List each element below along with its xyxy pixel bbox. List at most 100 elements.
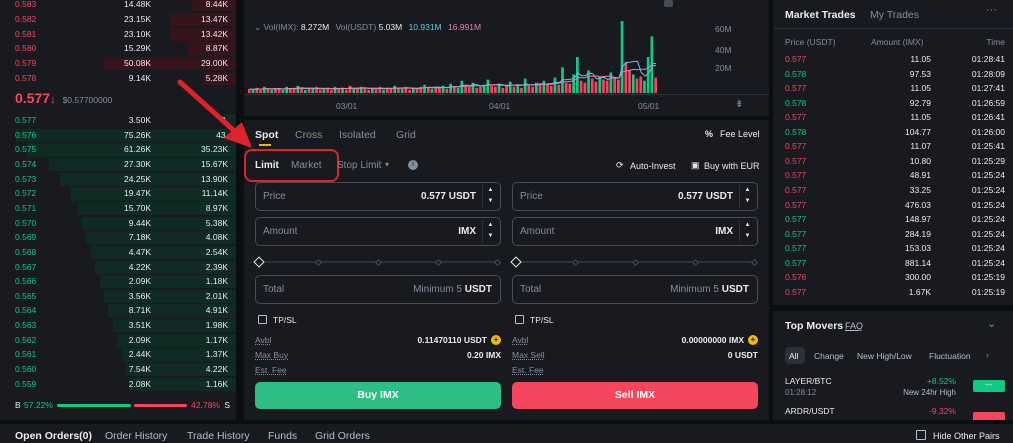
buy-fee-label[interactable]: Est. Fee (255, 365, 287, 375)
bid-row[interactable]: 0.563 3.51K 1.98K (0, 319, 236, 333)
sell-price-value[interactable]: 0.577 USDT (677, 191, 733, 202)
tab-order-history[interactable]: Order History (105, 430, 168, 442)
stepper-down-icon[interactable]: ▼ (487, 198, 494, 204)
tab-market-trades[interactable]: Market Trades (785, 9, 856, 21)
buy-button[interactable]: Buy IMX (255, 382, 501, 409)
ask-row[interactable]: 0.581 23.10K 13.42K (0, 27, 236, 41)
sell-price-stepper[interactable]: ▲ ▼ (739, 185, 755, 208)
auto-invest-link[interactable]: Auto-Invest (630, 161, 676, 171)
buy-price-field[interactable]: Price 0.577 USDT ▲ ▼ (255, 182, 501, 211)
bid-row[interactable]: 0.568 4.47K 2.54K (0, 245, 236, 260)
bid-row[interactable]: 0.575 61.26K 35.23K (0, 143, 236, 157)
slider-handle[interactable] (510, 256, 522, 268)
bid-row[interactable]: 0.565 3.56K 2.01K (0, 289, 236, 304)
sell-price-field[interactable]: Price 0.577 USDT ▲ ▼ (512, 182, 758, 211)
info-icon[interactable]: i (408, 160, 418, 170)
sell-fee-label[interactable]: Est. Fee (512, 365, 544, 375)
add-funds-icon[interactable]: + (491, 335, 501, 345)
mover-item[interactable]: LAYER/BTC 01:28:12 +8.52% New 24hr High … (785, 375, 1005, 399)
auto-invest-icon[interactable]: ⟳ (616, 160, 624, 170)
order-type-market[interactable]: Market (291, 160, 322, 171)
stepper-up-icon[interactable]: ▲ (744, 222, 751, 228)
chevron-right-icon[interactable]: › (986, 350, 989, 360)
bid-row[interactable]: 0.566 2.09K 1.18K (0, 275, 236, 289)
ask-row[interactable]: 0.580 15.29K 8.87K (0, 42, 236, 56)
sell-amount-slider[interactable] (510, 256, 759, 268)
tab-grid-orders[interactable]: Grid Orders (315, 430, 370, 442)
sell-amount-field[interactable]: Amount IMX ▲ ▼ (512, 217, 758, 246)
buy-amount-slider[interactable] (253, 256, 502, 268)
bid-row[interactable]: 0.574 27.30K 15.67K (0, 157, 236, 172)
fee-level-icon[interactable]: % (705, 129, 714, 139)
bid-row[interactable]: 0.561 2.44K 1.37K (0, 348, 236, 362)
buy-price-stepper[interactable]: ▲ ▼ (482, 185, 498, 208)
tab-open-orders[interactable]: Open Orders(0) (15, 430, 93, 442)
tab-spot[interactable]: Spot (255, 129, 279, 141)
buy-amount-field[interactable]: Amount IMX ▲ ▼ (255, 217, 501, 246)
bid-row[interactable]: 0.562 2.09K 1.17K (0, 333, 236, 348)
bid-row[interactable]: 0.569 7.18K 4.08K (0, 231, 236, 245)
hide-other-pairs-checkbox[interactable] (916, 430, 926, 440)
filter-new-high-low[interactable]: New High/Low (857, 351, 912, 361)
slider-step[interactable] (493, 258, 502, 267)
bid-row[interactable]: 0.564 8.71K 4.91K (0, 304, 236, 318)
chart-settings-icon[interactable] (664, 0, 673, 7)
filter-all[interactable]: All (785, 347, 805, 364)
add-funds-icon[interactable]: + (748, 335, 758, 345)
ask-row[interactable]: 0.583 14.48K 8.44K (0, 0, 236, 12)
stepper-down-icon[interactable]: ▼ (744, 233, 751, 239)
faq-link[interactable]: FAQ (845, 321, 864, 331)
tab-isolated[interactable]: Isolated (339, 129, 376, 141)
buy-tpsl-checkbox[interactable] (258, 315, 267, 324)
sell-tpsl-checkbox[interactable] (515, 315, 524, 324)
slider-step[interactable] (750, 258, 759, 267)
tab-cross[interactable]: Cross (295, 129, 323, 141)
ask-row[interactable]: 0.582 23.15K 13.47K (0, 12, 236, 27)
tab-grid[interactable]: Grid (396, 129, 416, 141)
stepper-down-icon[interactable]: ▼ (744, 198, 751, 204)
fit-screen-icon[interactable]: ⇟ (735, 99, 744, 110)
buy-price-value[interactable]: 0.577 USDT (420, 191, 476, 202)
bid-row[interactable]: 0.576 75.26K 43. (0, 128, 236, 142)
filter-change[interactable]: Change (814, 351, 844, 361)
ask-row[interactable]: 0.578 9.14K 5.28K (0, 72, 236, 86)
stepper-down-icon[interactable]: ▼ (487, 233, 494, 239)
buy-amount-stepper[interactable]: ▲ ▼ (482, 220, 498, 243)
mover-trend-icon: --- (973, 380, 1005, 392)
ask-row[interactable]: 0.579 50.08K 29.00K (0, 57, 236, 71)
chevron-down-icon[interactable]: ▾ (385, 160, 390, 169)
buy-total-field[interactable]: Total Minimum 5 USDT (255, 275, 501, 304)
sell-button[interactable]: Sell IMX (512, 382, 758, 409)
slider-handle[interactable] (253, 256, 265, 268)
bid-row[interactable]: 0.567 4.22K 2.39K (0, 260, 236, 274)
order-type-limit[interactable]: Limit (255, 160, 279, 171)
ask-price: 0.578 (15, 73, 37, 83)
bid-row[interactable]: 0.560 7.54K 4.22K (0, 363, 236, 377)
buy-with-icon[interactable]: ▣ (691, 160, 700, 170)
volume-bar (251, 89, 255, 93)
filter-fluctuation[interactable]: Fluctuation (929, 351, 971, 361)
bid-row[interactable]: 0.572 19.47K 11.14K (0, 187, 236, 201)
bid-price: 0.562 (15, 334, 37, 345)
volume-bar (262, 86, 266, 93)
stepper-up-icon[interactable]: ▲ (487, 222, 494, 228)
tab-trade-history[interactable]: Trade History (187, 430, 250, 442)
bid-row[interactable]: 0.571 15.70K 8.97K (0, 201, 236, 216)
collapse-icon[interactable]: ⌄ (987, 318, 997, 330)
hide-indicator-icon[interactable]: ⌄ (254, 22, 262, 32)
fee-level-link[interactable]: Fee Level (720, 129, 760, 139)
stepper-up-icon[interactable]: ▲ (744, 187, 751, 193)
order-type-stop-limit[interactable]: Stop Limit (337, 160, 382, 171)
tab-funds[interactable]: Funds (268, 430, 298, 442)
bid-row[interactable]: 0.573 24.25K 13.90K (0, 172, 236, 186)
mover-item[interactable]: ARDR/USDT -9.32% (785, 405, 1005, 420)
sell-amount-stepper[interactable]: ▲ ▼ (739, 220, 755, 243)
more-icon[interactable]: ··· (986, 4, 997, 16)
bid-row[interactable]: 0.570 9.44K 5.38K (0, 216, 236, 230)
tab-my-trades[interactable]: My Trades (870, 9, 920, 21)
stepper-up-icon[interactable]: ▲ (487, 187, 494, 193)
sell-total-field[interactable]: Total Minimum 5 USDT (512, 275, 758, 304)
bid-total: 15.67K (201, 158, 228, 169)
bid-row[interactable]: 0.559 2.08K 1.16K (0, 377, 236, 391)
buy-with-link[interactable]: Buy with EUR (704, 161, 760, 171)
